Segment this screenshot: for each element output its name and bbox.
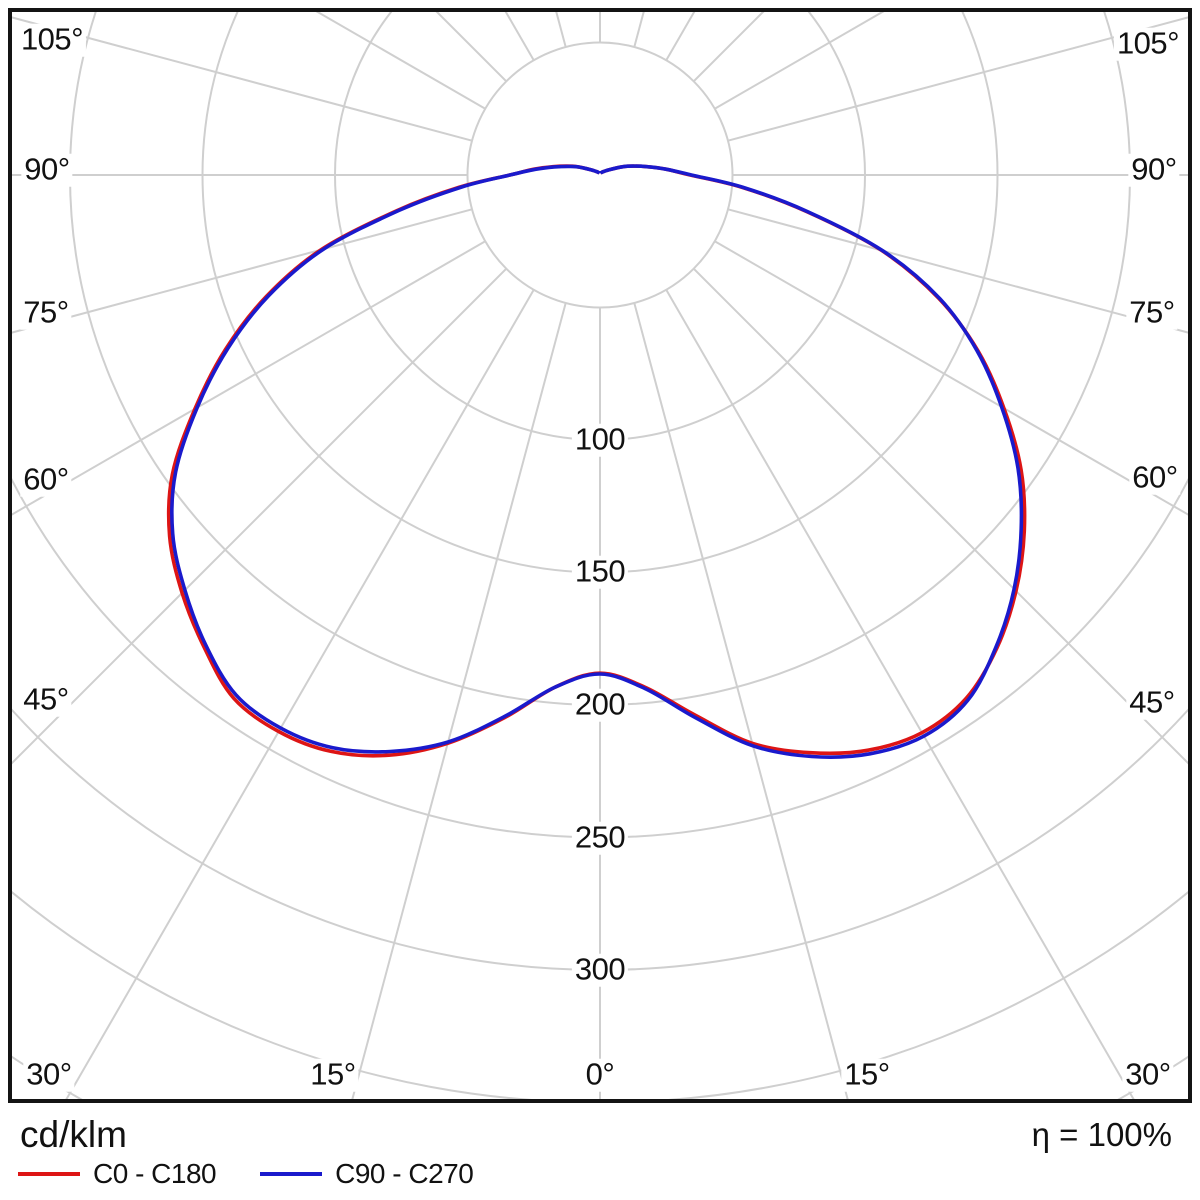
angle-tick-label: 30° [23, 1058, 75, 1092]
angle-tick-label: 105° [1113, 27, 1183, 61]
grid-spoke [12, 208, 473, 334]
angle-tick-label: 45° [20, 683, 72, 717]
legend-item: C90 - C270 [260, 1158, 474, 1190]
radial-tick-label: 100 [571, 423, 629, 457]
angle-tick-label: 60° [20, 463, 72, 497]
legend-label: C0 - C180 [93, 1158, 217, 1189]
radial-tick-label: 150 [571, 555, 629, 589]
angle-tick-label: 30° [1122, 1058, 1174, 1092]
grid-spoke [633, 12, 645, 48]
grid-spoke [12, 240, 486, 516]
angle-tick-label: 105° [17, 23, 87, 57]
angle-tick-label: 60° [1129, 461, 1181, 495]
grid-spoke [65, 289, 535, 1099]
grid-spoke [727, 208, 1188, 334]
legend-label: C90 - C270 [335, 1158, 474, 1189]
grid-spoke [727, 16, 1188, 142]
legend: C0 - C180 C90 - C270 [18, 1158, 517, 1190]
intensity-curves [166, 164, 1027, 759]
angle-tick-label: 15° [307, 1058, 359, 1092]
radial-tick-label: 300 [571, 953, 629, 987]
angle-tick-label: 45° [1126, 686, 1178, 720]
quantity-unit-label: cd/klm [20, 1114, 127, 1155]
grid-spoke [12, 16, 473, 142]
legend-item: C0 - C180 [18, 1158, 217, 1190]
efficiency-label: η = 100% [1031, 1116, 1172, 1153]
legend-swatch [260, 1172, 323, 1176]
radial-tick-label: 200 [571, 688, 629, 722]
legend-swatch [18, 1172, 80, 1176]
grid-spoke [714, 240, 1188, 516]
angle-tick-label: 90° [21, 153, 73, 187]
grid-spoke [633, 302, 849, 1099]
angle-tick-label: 0° [582, 1058, 618, 1092]
grid-spoke [665, 289, 1135, 1099]
angle-tick-label: 75° [20, 296, 72, 330]
angle-tick-label: 90° [1128, 153, 1180, 187]
grid-spoke [692, 267, 1188, 765]
radial-tick-label: 250 [571, 821, 629, 855]
grid-spoke [555, 12, 567, 48]
grid-spoke [12, 267, 508, 765]
grid-spoke [351, 302, 567, 1099]
angle-tick-label: 15° [841, 1058, 893, 1092]
angle-tick-label: 75° [1126, 296, 1178, 330]
curve-c90-c270 [170, 164, 1024, 759]
